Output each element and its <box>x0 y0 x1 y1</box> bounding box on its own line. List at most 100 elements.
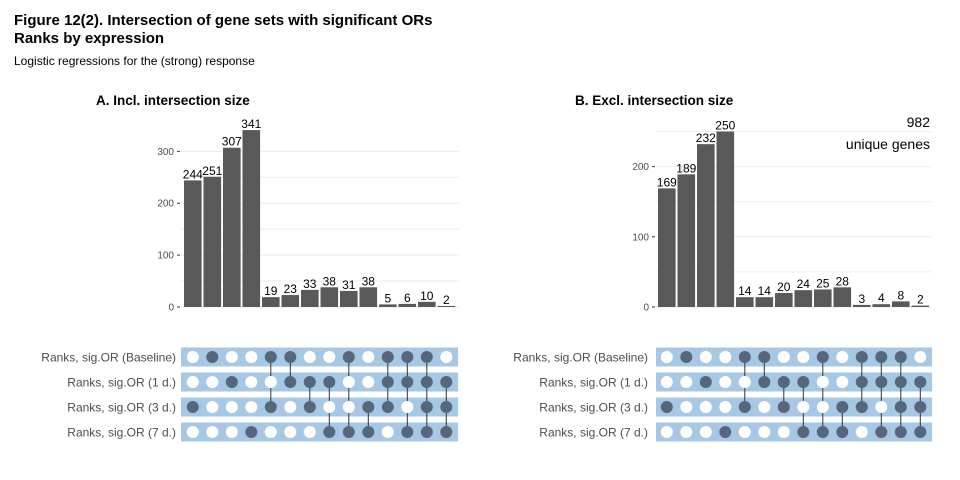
matrix-dot-empty <box>186 351 199 363</box>
matrix-dot-filled <box>186 401 199 413</box>
matrix-dot-empty <box>660 351 673 363</box>
bar-value-label: 31 <box>342 278 356 292</box>
bar-value-label: 341 <box>241 117 261 131</box>
panel-title: A. Incl. intersection size <box>96 93 250 108</box>
bar <box>911 305 930 307</box>
matrix-dot-empty <box>245 401 258 413</box>
matrix-dot-empty <box>225 426 238 438</box>
bar <box>379 304 397 307</box>
matrix-dot-filled <box>401 351 414 363</box>
matrix-dot-filled <box>914 401 927 413</box>
set-label: Ranks, sig.OR (1 d.) <box>67 376 176 390</box>
matrix-dot-filled <box>875 376 888 388</box>
bar-value-label: 5 <box>384 291 391 305</box>
matrix-dot-filled <box>914 426 927 438</box>
matrix-dot-empty <box>738 426 751 438</box>
matrix-dot-filled <box>303 376 316 388</box>
set-label: Ranks, sig.OR (Baseline) <box>41 351 176 365</box>
y-tick-label: 100 <box>632 232 649 243</box>
bar-value-label: 24 <box>797 277 811 291</box>
bar <box>242 130 261 307</box>
bar-value-label: 8 <box>897 288 904 302</box>
matrix-dot-empty <box>875 401 888 413</box>
matrix-dot-empty <box>680 401 693 413</box>
figure-title: Figure 12(2). Intersection of gene sets … <box>14 12 433 29</box>
bar <box>203 176 222 307</box>
set-label: Ranks, sig.OR (3 d.) <box>539 401 648 415</box>
matrix-dot-empty <box>303 351 316 363</box>
matrix-dot-filled <box>264 401 277 413</box>
matrix-dot-filled <box>362 401 375 413</box>
set-label: Ranks, sig.OR (7 d.) <box>67 426 176 440</box>
matrix-dot-empty <box>381 426 394 438</box>
bar-value-label: 3 <box>858 292 865 306</box>
matrix-dot-filled <box>420 351 433 363</box>
matrix-dot-empty <box>680 426 693 438</box>
matrix-dot-filled <box>264 351 277 363</box>
matrix-dot-filled <box>440 401 453 413</box>
y-tick-label: 300 <box>157 147 174 158</box>
y-tick-label: 100 <box>157 251 174 262</box>
matrix-dot-filled <box>225 376 238 388</box>
y-tick-label: 0 <box>643 303 649 314</box>
matrix-dot-empty <box>719 351 732 363</box>
matrix-dot-empty <box>719 376 732 388</box>
matrix-dot-empty <box>680 376 693 388</box>
matrix-dot-filled <box>719 426 732 438</box>
bar <box>775 292 793 307</box>
matrix-row-band <box>181 372 459 392</box>
matrix-dot-filled <box>381 351 394 363</box>
bar <box>716 131 735 307</box>
bar-value-label: 232 <box>696 131 716 145</box>
matrix-dot-filled <box>738 351 751 363</box>
matrix-dot-empty <box>699 401 712 413</box>
bar <box>755 297 774 307</box>
bar <box>301 289 319 307</box>
matrix-dot-empty <box>660 376 673 388</box>
matrix-row-band <box>181 397 459 417</box>
matrix-dot-empty <box>323 401 336 413</box>
matrix-row-band <box>181 347 459 367</box>
matrix-dot-filled <box>284 376 297 388</box>
matrix-dot-filled <box>381 401 394 413</box>
matrix-row-band <box>656 422 933 442</box>
matrix-dot-empty <box>206 376 219 388</box>
matrix-dot-filled <box>875 426 888 438</box>
matrix-dot-empty <box>323 351 336 363</box>
matrix-dot-empty <box>777 426 790 438</box>
bar-value-label: 10 <box>420 289 434 303</box>
bar-value-label: 307 <box>222 135 242 149</box>
bar-value-label: 6 <box>404 291 411 305</box>
bar <box>340 290 358 307</box>
matrix-dot-empty <box>797 351 810 363</box>
matrix-dot-empty <box>816 376 829 388</box>
matrix-dot-empty <box>660 426 673 438</box>
matrix-dot-filled <box>894 401 907 413</box>
matrix-dot-empty <box>342 401 355 413</box>
bar-value-label: 20 <box>777 280 791 294</box>
matrix-dot-empty <box>816 401 829 413</box>
bar-value-label: 169 <box>657 175 677 189</box>
bar-value-label: 28 <box>836 274 850 288</box>
bar <box>418 301 436 307</box>
matrix-dot-empty <box>440 351 453 363</box>
bar-value-label: 244 <box>183 167 203 181</box>
matrix-dot-filled <box>420 426 433 438</box>
matrix-dot-filled <box>342 351 355 363</box>
matrix-dot-filled <box>680 351 693 363</box>
bar <box>437 305 456 307</box>
bar <box>814 289 832 307</box>
bar <box>320 287 339 307</box>
matrix-dot-empty <box>855 426 868 438</box>
matrix-dot-filled <box>894 426 907 438</box>
panel-title: B. Excl. intersection size <box>575 93 734 108</box>
matrix-row-band <box>181 422 459 442</box>
matrix-dot-filled <box>894 376 907 388</box>
matrix-dot-filled <box>836 426 849 438</box>
bar-value-label: 23 <box>284 282 298 296</box>
matrix-dot-filled <box>362 426 375 438</box>
matrix-dot-empty <box>264 426 277 438</box>
